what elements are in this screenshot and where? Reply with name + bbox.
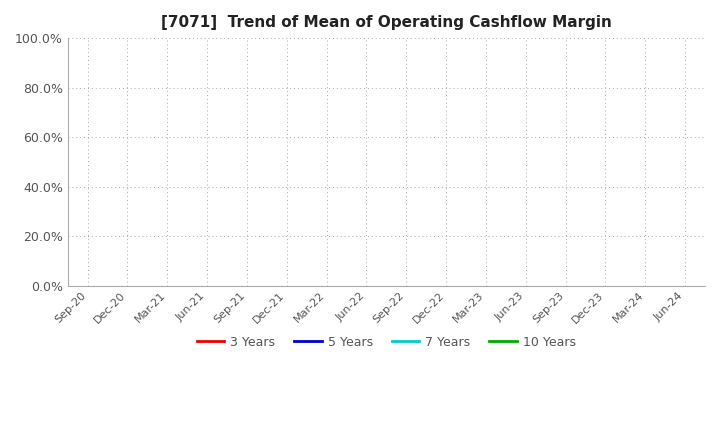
Legend: 3 Years, 5 Years, 7 Years, 10 Years: 3 Years, 5 Years, 7 Years, 10 Years — [192, 330, 581, 354]
Title: [7071]  Trend of Mean of Operating Cashflow Margin: [7071] Trend of Mean of Operating Cashfl… — [161, 15, 612, 30]
